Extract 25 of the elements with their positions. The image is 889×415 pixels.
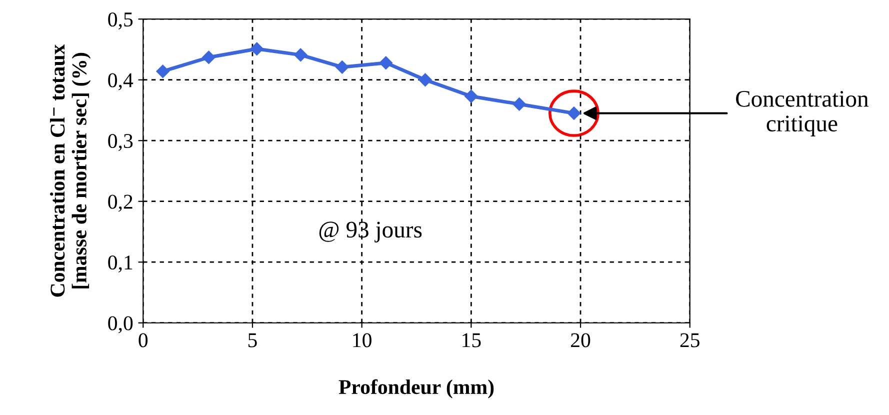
point xyxy=(336,60,349,74)
y-tick-label: 0,0 xyxy=(108,316,133,334)
y-tick-label: 0,1 xyxy=(108,255,132,273)
point xyxy=(202,50,216,64)
y-axis-title: Concentration en Cl⁻ totaux [masse de mortier sec] (%) xyxy=(50,44,91,297)
point xyxy=(418,73,432,86)
x-axis-title: Profondeur (mm) xyxy=(338,379,494,398)
point xyxy=(379,56,392,70)
x-tick-label: 20 xyxy=(571,333,590,348)
x-tick-label: 15 xyxy=(462,333,481,348)
text: Concentration critique xyxy=(736,90,868,136)
y-tick-label: 0,2 xyxy=(108,194,132,212)
point xyxy=(250,42,264,56)
x-tick-label: 25 xyxy=(680,333,700,348)
point xyxy=(156,64,170,78)
x-tick-label: 5 xyxy=(248,333,257,348)
point xyxy=(464,90,478,103)
point xyxy=(294,48,308,62)
x-tick-label: 0 xyxy=(138,333,148,348)
y-tick-label: 0,3 xyxy=(108,134,133,152)
y-tick-label: 0,5 xyxy=(108,12,133,30)
annotation: @ 93 jours xyxy=(319,222,422,242)
point xyxy=(512,98,526,111)
y-tick-label: 0,4 xyxy=(108,73,134,90)
x-tick-label: 10 xyxy=(353,333,372,348)
